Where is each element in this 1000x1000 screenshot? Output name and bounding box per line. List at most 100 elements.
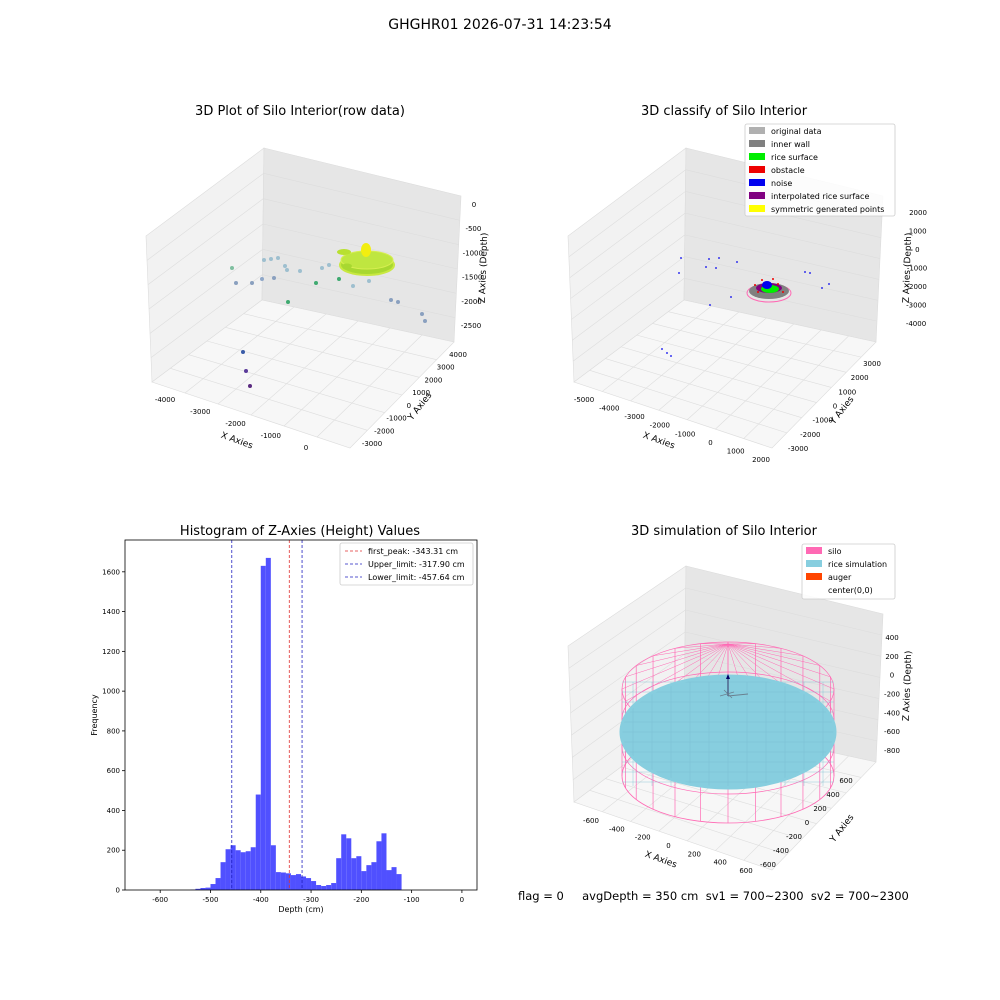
p2-obstacle-point	[782, 291, 784, 293]
p1-raw-point	[244, 369, 248, 373]
grid-line	[570, 212, 686, 299]
grid-line	[621, 766, 817, 825]
p2-z-tick: 0	[915, 246, 919, 254]
p4-legend-swatch	[806, 560, 822, 567]
p1-z-tick: -2500	[461, 322, 481, 330]
p3-histogram-bar	[326, 885, 332, 890]
panel2-title: 3D classify of Silo Interior	[640, 104, 808, 119]
p2-noise-point	[809, 272, 811, 274]
p3-histogram-bar	[215, 878, 221, 890]
p3-bars	[190, 557, 402, 890]
p4-rice-surface	[619, 674, 837, 790]
p4-z-tick: -400	[884, 709, 900, 717]
p1-points	[230, 243, 427, 388]
p1-rice-fragment	[342, 263, 352, 269]
p2-zlabel: Z Axies (Depth)	[902, 233, 914, 304]
p2-legend-label: symmetric generated points	[771, 205, 884, 214]
p4-silo-roof-rib	[727, 643, 820, 666]
p2-z-tick: 2000	[909, 209, 927, 217]
p4-y-tick: -600	[760, 861, 776, 869]
p4-z-tick: -600	[884, 728, 900, 736]
p1-zlabel: Z Axies (Depth)	[478, 233, 490, 304]
p2-legend-swatch	[749, 153, 765, 160]
p2-legend-label: obstacle	[771, 166, 805, 175]
p1-rice-fragment	[337, 249, 351, 255]
p3-histogram-bar	[290, 875, 296, 890]
p1-raw-point	[327, 263, 331, 267]
p4-legend-swatch	[806, 573, 822, 580]
grid-line	[636, 334, 832, 388]
p3-histogram-bar	[205, 887, 211, 890]
status-line: flag = 0 avgDepth = 350 cm sv1 = 700~230…	[518, 889, 909, 903]
p2-noise-cluster	[762, 281, 772, 289]
p3-histogram-bar	[331, 883, 337, 890]
grid-line	[684, 256, 879, 301]
p2-legend-label: original data	[771, 127, 822, 136]
p3-histogram-bar	[376, 841, 382, 890]
p1-z-tick: -1500	[462, 274, 482, 282]
p4-z-tick: -200	[884, 691, 900, 699]
p1-raw-point	[351, 284, 355, 288]
grid-line	[149, 249, 263, 334]
p1-x-tick: -2000	[225, 420, 245, 428]
p2-y-tick: 0	[833, 403, 837, 411]
grid-line	[621, 346, 817, 403]
p1-raw-point	[260, 277, 264, 281]
p1-z-tick: 0	[472, 201, 476, 209]
p2-noise-point	[705, 266, 707, 268]
grid-line	[589, 790, 787, 855]
p3-y-tick-label: 1200	[102, 648, 120, 656]
p3-histogram-bar	[285, 873, 291, 890]
grid-line	[605, 778, 802, 840]
p1-z-tick: -500	[465, 225, 481, 233]
grid-line	[715, 329, 822, 430]
p3-legend: first_peak: -343.31 cm Upper_limit: -317.…	[339, 542, 474, 586]
grid-line	[569, 609, 686, 691]
p1-raw-point	[248, 384, 252, 388]
p2-x-tick: 0	[708, 439, 712, 447]
p4-auger-tip	[726, 674, 730, 679]
silo-simulation-chart: -600-400-2000200400600-600-400-200020040…	[567, 543, 914, 875]
p3-histogram-bar	[371, 862, 377, 890]
p1-z-tick: -1000	[463, 249, 483, 257]
p2-legend-swatch	[749, 205, 765, 212]
p4-z-tick: -800	[884, 747, 900, 755]
p3-histogram-bar	[275, 872, 281, 890]
p1-raw-point	[250, 281, 254, 285]
grid-line	[743, 335, 849, 439]
p1-rice-peak	[361, 243, 371, 257]
p3-x-tick-label: -600	[152, 896, 168, 904]
p3-histogram-bar	[366, 865, 372, 890]
p1-raw-point	[269, 257, 273, 261]
p3-x-tick-label: -500	[203, 896, 219, 904]
p2-noise-point	[730, 296, 732, 298]
p1-x-tick: 0	[304, 444, 308, 452]
figure-title: GHGHR01 2026-07-31 14:23:54	[388, 17, 612, 33]
grid-line	[262, 223, 458, 270]
p3-x-tick-label: 0	[460, 896, 464, 904]
grid-line	[262, 274, 456, 318]
p2-legend-swatch	[749, 127, 765, 134]
p3-histogram-bar	[356, 856, 362, 890]
p2-noise-point	[666, 352, 668, 354]
p4-silo-roof-rib	[625, 643, 729, 678]
p4-silo-roof-rib	[674, 643, 729, 649]
p2-legend-box	[744, 123, 896, 217]
p4-x-tick: -400	[609, 825, 625, 833]
p2-noise-point	[736, 261, 738, 263]
grid-line	[652, 323, 847, 373]
p1-y-tick: 4000	[449, 351, 467, 359]
grid-line	[570, 631, 686, 714]
p3-histogram-bar	[361, 871, 367, 890]
p2-noise-point	[709, 304, 711, 306]
p2-x-tick: -5000	[574, 396, 594, 404]
p3-histogram-bar	[321, 886, 327, 890]
p4-zlabel: Z Axies (Depth)	[902, 651, 914, 722]
p1-raw-point	[298, 269, 302, 273]
p4-legend-label: center(0,0)	[828, 586, 873, 595]
p4-legend-box	[801, 543, 896, 600]
p3-histogram-bar	[351, 858, 357, 890]
p1-x-tick: -3000	[190, 408, 210, 416]
p4-legend-label: silo	[828, 547, 842, 556]
